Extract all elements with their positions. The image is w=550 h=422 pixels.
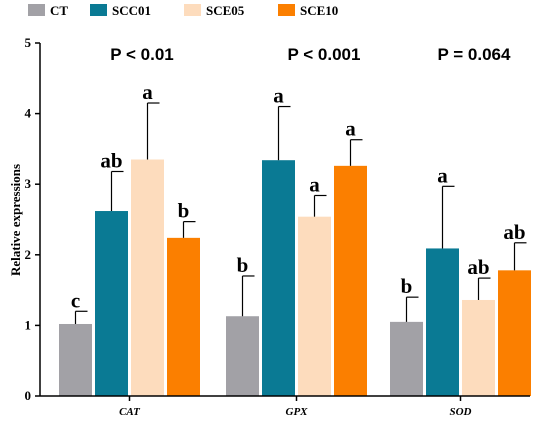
bar-sod-sce05 xyxy=(462,299,495,396)
bar-sod-ct xyxy=(390,321,423,396)
bar-cat-ct xyxy=(59,323,92,396)
legend-label-sce05: SCE05 xyxy=(206,3,245,18)
y-tick-label-1: 1 xyxy=(25,317,32,332)
sig-label-sod-sce10: ab xyxy=(503,220,525,244)
legend-swatch-scc01 xyxy=(90,4,107,16)
sig-label-cat-sce10: b xyxy=(178,199,190,223)
x-axis: CAT GPX SOD xyxy=(40,395,530,418)
bar-cat-sce05 xyxy=(131,159,164,396)
y-tick-label-5: 5 xyxy=(25,35,32,50)
sig-label-sod-sce05: ab xyxy=(467,255,489,279)
bars xyxy=(59,159,531,396)
legend-swatch-sce05 xyxy=(184,4,201,16)
bar-gpx-ct xyxy=(226,316,259,396)
legend: CT SCC01 SCE05 SCE10 xyxy=(28,3,338,18)
legend-label-scc01: SCC01 xyxy=(112,3,151,18)
bar-gpx-sce10 xyxy=(334,165,367,396)
error-bars xyxy=(74,102,527,324)
legend-label-ct: CT xyxy=(50,3,68,18)
x-tick-label-gpx: GPX xyxy=(286,406,309,418)
x-tick-label-cat: CAT xyxy=(119,406,141,418)
sig-label-gpx-scc01: a xyxy=(273,84,284,108)
x-tick-label-sod: SOD xyxy=(449,406,471,418)
legend-label-sce10: SCE10 xyxy=(300,3,338,18)
p-value-annotations: P < 0.01 P < 0.001 P = 0.064 xyxy=(110,45,511,64)
legend-swatch-sce10 xyxy=(278,4,295,16)
sig-label-sod-ct: b xyxy=(401,274,413,298)
legend-swatch-ct xyxy=(28,4,45,16)
sig-label-gpx-sce10: a xyxy=(345,117,356,141)
sig-label-gpx-sce05: a xyxy=(309,172,320,196)
bar-cat-scc01 xyxy=(95,211,128,396)
y-axis: 0 1 2 3 4 5 xyxy=(25,35,41,403)
sig-label-gpx-ct: b xyxy=(237,253,249,277)
bar-gpx-sce05 xyxy=(298,216,331,396)
p-value-cat: P < 0.01 xyxy=(110,45,174,64)
sig-label-cat-scc01: ab xyxy=(100,148,122,172)
y-tick-label-3: 3 xyxy=(25,176,32,191)
bar-gpx-scc01 xyxy=(262,160,295,396)
bar-cat-sce10 xyxy=(167,237,200,396)
bar-sod-sce10 xyxy=(498,270,531,396)
p-value-sod: P = 0.064 xyxy=(438,45,511,64)
sig-label-cat-sce05: a xyxy=(142,80,153,104)
bar-sod-scc01 xyxy=(426,248,459,396)
y-tick-label-0: 0 xyxy=(25,388,32,403)
y-tick-label-4: 4 xyxy=(25,106,32,121)
sig-label-sod-scc01: a xyxy=(437,163,448,187)
sig-label-cat-ct: c xyxy=(71,288,80,312)
y-tick-label-2: 2 xyxy=(25,247,32,262)
y-axis-label: Relative expressions xyxy=(8,164,23,276)
p-value-gpx: P < 0.001 xyxy=(288,45,361,64)
